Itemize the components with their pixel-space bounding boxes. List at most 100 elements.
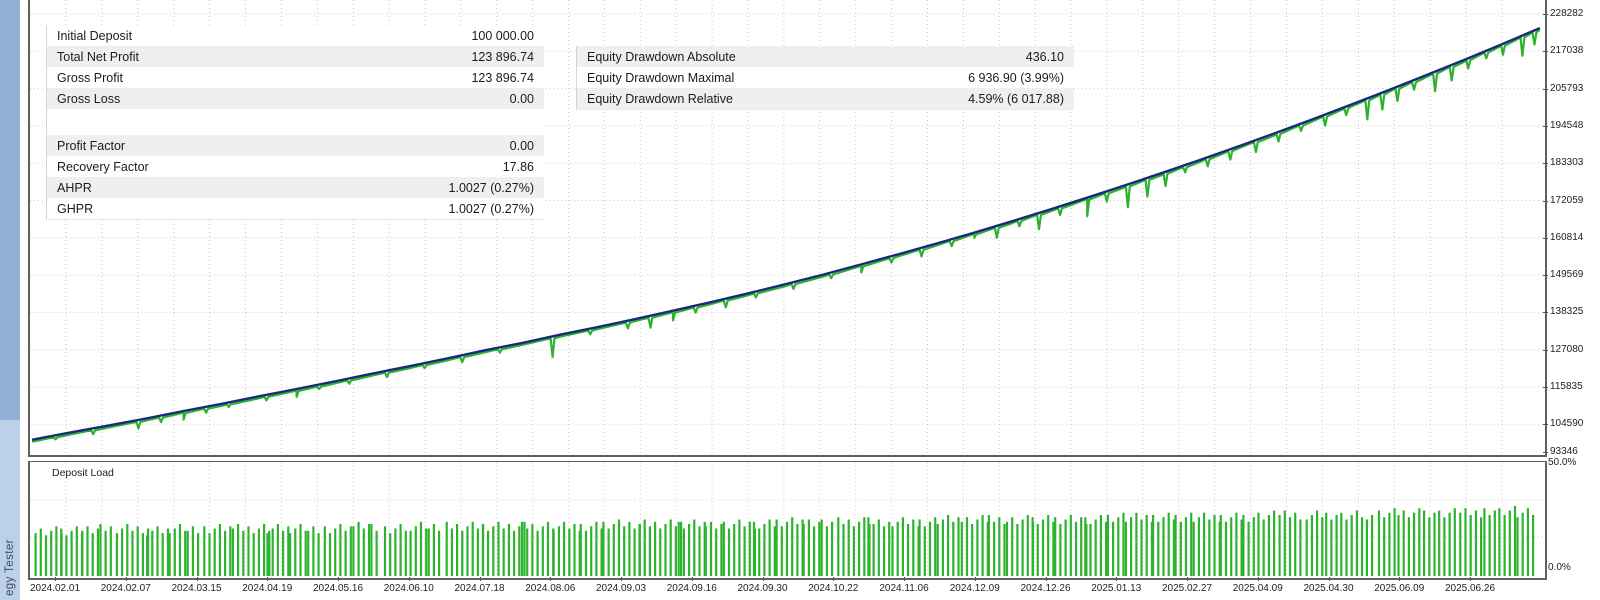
deposit-load-bar bbox=[419, 521, 423, 576]
deposit-load-bar bbox=[1074, 521, 1078, 576]
table-row: Recovery Factor 17.86 bbox=[47, 156, 544, 177]
deposit-load-bar bbox=[224, 530, 227, 576]
x-axis-tick bbox=[1116, 577, 1118, 581]
deposit-load-bar bbox=[1190, 512, 1193, 576]
deposit-load-bar bbox=[722, 521, 725, 576]
deposit-load-bar bbox=[299, 524, 302, 576]
stat-value: 17.86 bbox=[502, 159, 534, 174]
deposit-load-bar bbox=[1084, 517, 1087, 576]
deposit-load-bar bbox=[837, 517, 840, 576]
deposit-load-bar bbox=[317, 533, 320, 576]
x-axis-tick-label: 2025.02.27 bbox=[1161, 583, 1213, 594]
deposit-load-bar bbox=[693, 519, 696, 576]
deposit-load-bar bbox=[877, 519, 880, 576]
deposit-load-bar bbox=[1145, 515, 1148, 576]
deposit-load-bar bbox=[1459, 512, 1462, 576]
deposit-load-bar bbox=[971, 524, 974, 576]
deposit-load-bar bbox=[121, 528, 124, 576]
sidebar-tab-strategy-tester[interactable]: egy Tester bbox=[0, 420, 20, 600]
deposit-load-bar bbox=[1321, 517, 1324, 576]
deposit-load-bar bbox=[186, 530, 189, 576]
deposit-load-bar bbox=[1488, 515, 1491, 576]
deposit-load-bar bbox=[263, 524, 266, 576]
deposit-load-bar bbox=[1361, 517, 1364, 576]
deposit-load-bar bbox=[450, 528, 453, 576]
deposit-load-bar bbox=[507, 524, 510, 576]
x-axis-tick bbox=[196, 577, 198, 581]
deposit-load-bar bbox=[831, 521, 834, 576]
table-row: Equity Drawdown Absolute 436.10 bbox=[577, 46, 1074, 67]
x-axis-tick-label: 2024.10.22 bbox=[808, 583, 859, 594]
x-axis-tick bbox=[1328, 577, 1330, 581]
x-axis-tick bbox=[904, 577, 905, 581]
deposit-load-bar bbox=[184, 530, 187, 576]
deposit-load-bar bbox=[654, 521, 657, 576]
deposit-load-bar bbox=[141, 533, 144, 576]
deposit-load-bar bbox=[34, 533, 37, 576]
deposit-load-bar bbox=[738, 519, 741, 576]
deposit-load-bar bbox=[1267, 515, 1270, 576]
deposit-load-bar bbox=[1407, 517, 1410, 576]
y-axis-tick-label: 194548 bbox=[1550, 119, 1584, 131]
x-axis-tick-label: 2024.07.18 bbox=[454, 583, 505, 594]
deposit-load-bar bbox=[208, 533, 211, 576]
deposit-load-bar bbox=[1124, 521, 1127, 576]
deposit-load-bar bbox=[1197, 517, 1200, 576]
deposit-load-bar bbox=[178, 524, 182, 576]
deposit-load-bar bbox=[1418, 508, 1421, 576]
deposit-load-bar bbox=[579, 524, 582, 576]
deposit-load-bar bbox=[928, 521, 932, 576]
deposit-load-bar bbox=[1069, 515, 1072, 576]
deposit-load-bar bbox=[362, 528, 365, 576]
deposit-load-bar bbox=[891, 526, 894, 576]
deposit-load-bar bbox=[1310, 515, 1313, 576]
deposit-load-bar bbox=[552, 530, 555, 576]
x-axis-tick-label: 2025.04.30 bbox=[1303, 583, 1354, 594]
deposit-load-bar bbox=[852, 526, 855, 576]
deposit-load-bar bbox=[1532, 515, 1535, 576]
x-axis-tick bbox=[762, 577, 764, 581]
deposit-load-bar bbox=[271, 528, 274, 576]
deposit-load-bar bbox=[502, 528, 505, 576]
y-axis-tick bbox=[1543, 200, 1548, 202]
deposit-load-bar bbox=[1433, 512, 1436, 576]
deposit-load-bar bbox=[476, 528, 479, 576]
deposit-load-bar bbox=[1047, 515, 1050, 576]
deposit-load-bar bbox=[492, 526, 495, 576]
x-axis-tick bbox=[550, 577, 552, 581]
deposit-axis-label: 0.0% bbox=[1548, 562, 1571, 573]
y-axis-tick-label: 149569 bbox=[1550, 269, 1584, 281]
deposit-load-bar bbox=[268, 530, 271, 576]
deposit-load-bar bbox=[842, 524, 845, 576]
deposit-load-bar bbox=[981, 515, 984, 576]
deposit-load-bar bbox=[1099, 515, 1102, 576]
x-axis-tick-label: 2024.06.10 bbox=[383, 583, 434, 594]
deposit-load-bar bbox=[1140, 519, 1143, 576]
stat-value: 436.10 bbox=[1025, 49, 1064, 64]
deposit-load-bar bbox=[1021, 519, 1024, 576]
deposit-load-bar bbox=[1003, 524, 1006, 576]
x-axis-tick bbox=[974, 577, 976, 581]
deposit-load-bar bbox=[1208, 519, 1211, 576]
deposit-load-bar bbox=[339, 524, 342, 576]
y-axis-tick-label: 138325 bbox=[1550, 306, 1584, 318]
y-axis-tick bbox=[1543, 452, 1548, 453]
deposit-load-bar bbox=[289, 533, 292, 576]
deposit-load-bar bbox=[1059, 524, 1062, 576]
stat-label: Profit Factor bbox=[57, 138, 126, 153]
deposit-load-bar bbox=[266, 533, 269, 576]
deposit-load-canvas[interactable] bbox=[30, 462, 1545, 578]
deposit-load-panel[interactable]: Deposit Load bbox=[28, 461, 1547, 580]
x-axis-tick-label: 2025.04.09 bbox=[1232, 583, 1283, 594]
deposit-load-bar bbox=[1224, 521, 1228, 576]
report-drawdown-table: Equity Drawdown Absolute 436.10 Equity Dra… bbox=[576, 46, 1074, 110]
deposit-load-bar bbox=[427, 528, 430, 576]
deposit-load-bar bbox=[1064, 519, 1067, 576]
x-axis-tick-label: 2024.09.30 bbox=[737, 583, 788, 594]
deposit-load-bar bbox=[523, 521, 526, 576]
deposit-load-bar bbox=[1150, 521, 1153, 576]
table-row: Equity Drawdown Maximal 6 936.90 (3.99%) bbox=[577, 67, 1074, 88]
y-axis-tick-label: 205793 bbox=[1550, 82, 1584, 94]
deposit-load-bar bbox=[1089, 524, 1092, 576]
deposit-load-bar bbox=[923, 526, 926, 576]
